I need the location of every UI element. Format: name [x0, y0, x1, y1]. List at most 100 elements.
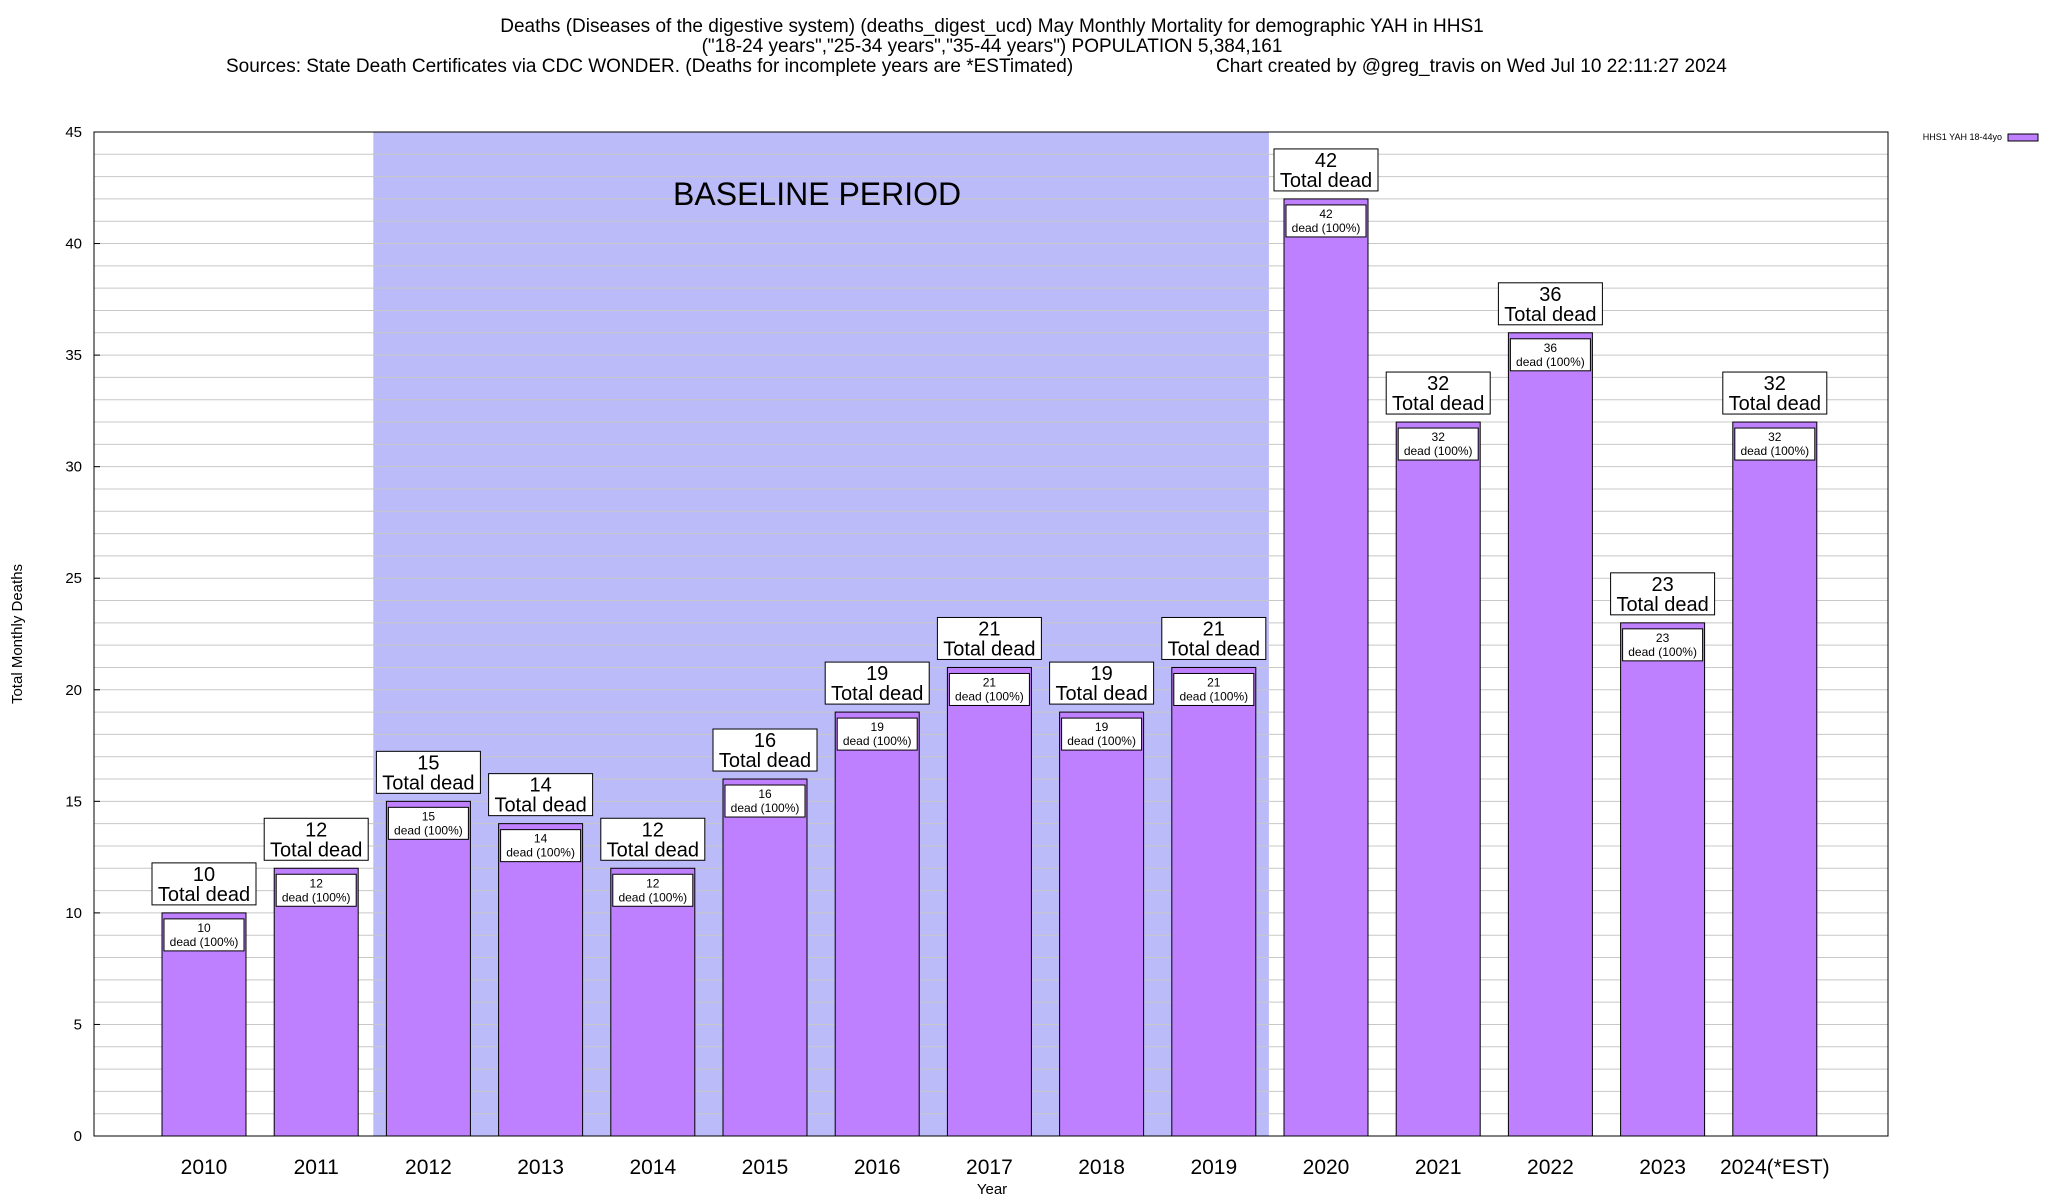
- legend-swatch: [2007, 133, 2039, 142]
- x-tick-label: 2013: [517, 1156, 564, 1179]
- top-label-value: 12: [305, 819, 327, 841]
- bar-2014: [610, 867, 696, 1137]
- y-tick-label: 45: [65, 124, 82, 141]
- top-label-text: Total dead: [1616, 594, 1708, 616]
- x-tick-label: 2023: [1639, 1156, 1686, 1179]
- top-label-text: Total dead: [1168, 638, 1260, 660]
- inner-label-box: [948, 672, 1030, 706]
- y-tick-label: 20: [65, 682, 82, 699]
- top-label-box: [151, 862, 257, 906]
- x-tick-label: 2016: [854, 1156, 901, 1179]
- top-label-value: 14: [529, 775, 551, 797]
- top-label-value: 19: [866, 663, 888, 685]
- inner-label-box: [1734, 427, 1816, 461]
- inner-label-box: [612, 873, 694, 907]
- top-label-value: 32: [1764, 373, 1786, 395]
- inner-label-box: [275, 873, 357, 907]
- inner-label-text: dead (100%): [843, 734, 912, 748]
- inner-label-box: [1622, 628, 1704, 662]
- bar-2016: [834, 711, 920, 1137]
- top-label-value: 15: [417, 752, 439, 774]
- legend: HHS1 YAH 18-44yo: [1923, 132, 2039, 142]
- inner-label-value: 42: [1319, 207, 1333, 221]
- top-label-box: [712, 728, 818, 772]
- inner-label-value: 32: [1768, 430, 1782, 444]
- inner-label-box: [1061, 717, 1143, 751]
- x-tick-label: 2020: [1303, 1156, 1350, 1179]
- inner-label-text: dead (100%): [731, 801, 800, 815]
- x-tick-label: 2021: [1415, 1156, 1462, 1179]
- inner-label-value: 19: [1095, 720, 1109, 734]
- inner-label-text: dead (100%): [1404, 444, 1473, 458]
- top-label-box: [1273, 148, 1379, 192]
- y-tick-label: 30: [65, 459, 82, 476]
- inner-label-value: 19: [871, 720, 885, 734]
- x-tick-label: 2010: [181, 1156, 228, 1179]
- chart-header: Deaths (Diseases of the digestive system…: [226, 16, 1727, 77]
- x-tick-label: 2012: [405, 1156, 452, 1179]
- top-label-text: Total dead: [1280, 170, 1372, 192]
- top-label-value: 21: [1203, 618, 1225, 640]
- y-axis-label: Total Monthly Deaths: [9, 564, 26, 704]
- inner-label-text: dead (100%): [955, 689, 1024, 703]
- top-label-box: [263, 817, 369, 861]
- top-label-box: [1049, 661, 1155, 705]
- inner-label-text: dead (100%): [1179, 689, 1248, 703]
- top-label-value: 42: [1315, 150, 1337, 172]
- inner-label-box: [836, 717, 918, 751]
- plot-frame: [93, 131, 1889, 1137]
- inner-label-box: [1173, 672, 1255, 706]
- baseline-period-label: BASELINE PERIOD: [673, 176, 961, 212]
- bar-2022: [1507, 332, 1593, 1137]
- chart-credit: Chart created by @greg_travis on Wed Jul…: [1216, 56, 1727, 77]
- bar-2024(*EST): [1732, 421, 1818, 1137]
- bar-2020: [1283, 198, 1369, 1137]
- top-label-box: [1722, 371, 1828, 415]
- top-label-text: Total dead: [270, 839, 362, 861]
- inner-label-box: [163, 918, 245, 952]
- inner-label-value: 12: [310, 876, 324, 890]
- bar-2021: [1395, 421, 1481, 1137]
- top-label-box: [375, 750, 481, 794]
- top-label-value: 36: [1539, 284, 1561, 306]
- x-tick-label: 2015: [742, 1156, 789, 1179]
- inner-label-value: 21: [1207, 675, 1221, 689]
- inner-label-text: dead (100%): [1067, 734, 1136, 748]
- y-tick-label: 25: [65, 570, 82, 587]
- inner-label-value: 10: [197, 921, 211, 935]
- bar-2013: [498, 823, 584, 1137]
- inner-label-value: 21: [983, 675, 997, 689]
- y-tick-label: 15: [65, 793, 82, 810]
- top-label-text: Total dead: [943, 638, 1035, 660]
- top-label-text: Total dead: [1392, 393, 1484, 415]
- y-tick-label: 10: [65, 905, 82, 922]
- chart-subtitle: ("18-24 years","25-34 years","35-44 year…: [702, 36, 1283, 57]
- chart-sources: Sources: State Death Certificates via CD…: [226, 56, 1073, 77]
- x-tick-label: 2017: [966, 1156, 1013, 1179]
- y-tick-label: 40: [65, 236, 82, 253]
- y-tick-label: 5: [74, 1016, 82, 1033]
- y-tick-label: 0: [74, 1128, 82, 1145]
- y-axis-ticks: 0 5 10 15 20 25 30 35 40 45: [65, 124, 100, 1145]
- top-label-value: 23: [1651, 574, 1673, 596]
- bars: [161, 198, 1818, 1137]
- inner-label-text: dead (100%): [506, 846, 575, 860]
- top-label-text: Total dead: [1055, 683, 1147, 705]
- top-label-box: [1385, 371, 1491, 415]
- top-label-value: 32: [1427, 373, 1449, 395]
- x-tick-label: 2018: [1078, 1156, 1125, 1179]
- top-label-text: Total dead: [719, 750, 811, 772]
- top-label-text: Total dead: [494, 795, 586, 817]
- x-axis-ticks: 2010 2011 2012 2013 2014 2015 2016 2017 2018 2019…: [181, 1156, 1830, 1179]
- top-label-value: 10: [193, 864, 215, 886]
- inner-label-box: [1285, 204, 1367, 238]
- inner-label-text: dead (100%): [170, 935, 239, 949]
- inner-label-value: 16: [758, 787, 772, 801]
- top-label-text: Total dead: [158, 884, 250, 906]
- inner-label-text: dead (100%): [1516, 355, 1585, 369]
- inner-label-text: dead (100%): [394, 823, 463, 837]
- legend-label: HHS1 YAH 18-44yo: [1923, 132, 2002, 142]
